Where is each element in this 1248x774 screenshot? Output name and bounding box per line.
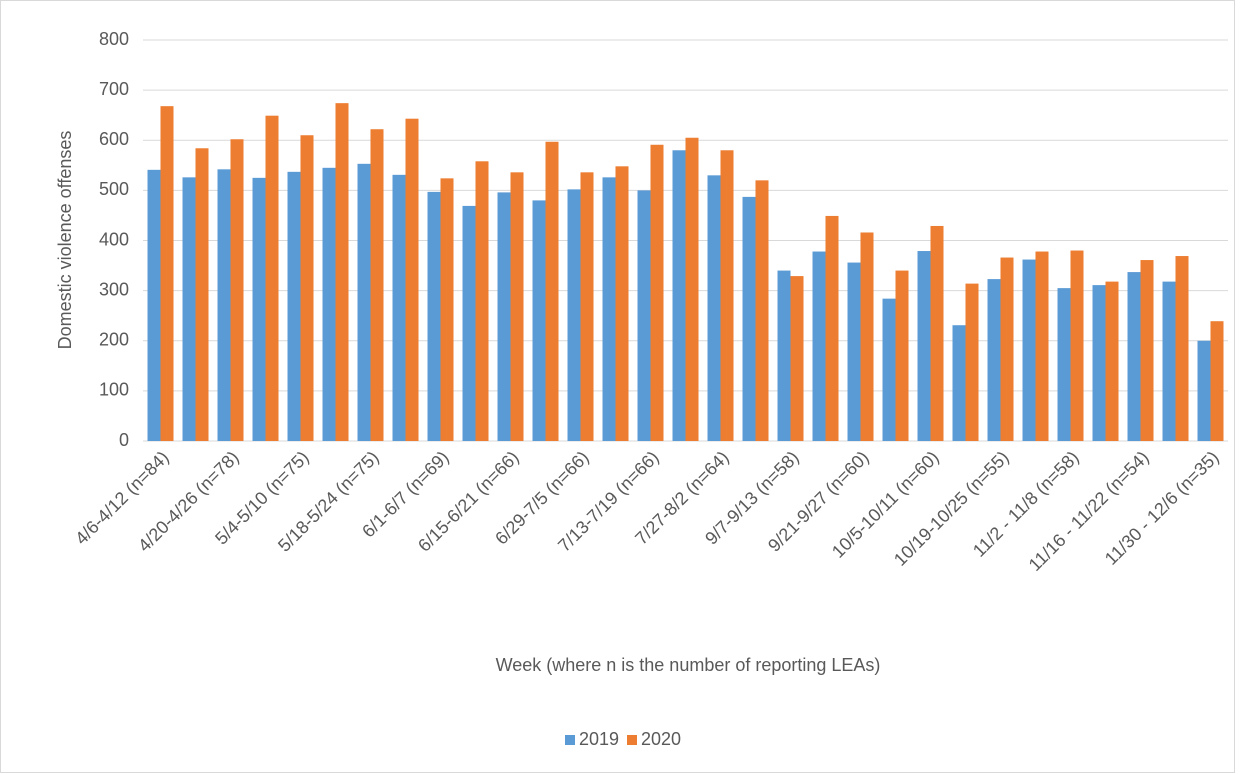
- bar: [1197, 340, 1211, 441]
- bar: [847, 262, 861, 441]
- bar: [720, 150, 734, 441]
- x-axis-title: Week (where n is the number of reporting…: [496, 655, 881, 675]
- bar: [230, 139, 244, 441]
- bar: [462, 205, 476, 441]
- legend-swatch: [627, 735, 637, 745]
- bar: [427, 191, 441, 441]
- bar: [637, 190, 651, 441]
- bar: [742, 196, 756, 441]
- bar: [602, 177, 616, 441]
- bar: [1210, 321, 1224, 441]
- bar: [335, 103, 349, 441]
- bar: [497, 192, 511, 441]
- bar: [1057, 288, 1071, 441]
- bar: [182, 177, 196, 441]
- bar: [370, 129, 384, 441]
- y-tick-label: 400: [99, 229, 129, 249]
- bar: [147, 169, 161, 442]
- y-tick-label: 700: [99, 79, 129, 99]
- bar: [440, 178, 454, 441]
- bar: [357, 163, 371, 441]
- bar: [615, 166, 629, 441]
- bar: [812, 251, 826, 441]
- legend-swatch: [565, 735, 575, 745]
- bar: [545, 141, 559, 441]
- bar: [567, 189, 581, 441]
- y-tick-label: 200: [99, 330, 129, 350]
- bar: [952, 325, 966, 441]
- bar: [1127, 272, 1141, 441]
- bar: [1022, 259, 1036, 441]
- bar: [685, 137, 699, 441]
- bar: [860, 232, 874, 441]
- bar: [1162, 281, 1176, 441]
- bar: [287, 171, 301, 442]
- y-axis-title: Domestic violence offenses: [55, 131, 75, 350]
- y-tick-label: 800: [99, 29, 129, 49]
- bar: [532, 200, 546, 441]
- bar: [672, 150, 686, 441]
- y-tick-label: 100: [99, 380, 129, 400]
- bar: [405, 118, 419, 441]
- y-tick-label: 0: [119, 430, 129, 450]
- legend-label: 2020: [641, 729, 681, 749]
- bar: [650, 144, 664, 442]
- bar: [392, 174, 406, 441]
- bar: [777, 270, 791, 441]
- y-tick-label: 300: [99, 279, 129, 299]
- bar: [217, 169, 231, 441]
- bar: [790, 276, 804, 441]
- bar: [965, 283, 979, 441]
- bar: [475, 161, 489, 442]
- bar: [510, 172, 524, 441]
- bar: [825, 215, 839, 441]
- bar: [300, 135, 314, 442]
- y-tick-label: 500: [99, 179, 129, 199]
- bar: [895, 270, 909, 441]
- bar: [580, 172, 594, 441]
- bar: [707, 175, 721, 441]
- bar: [917, 251, 931, 441]
- legend-label: 2019: [579, 729, 619, 749]
- bar: [265, 115, 279, 441]
- bar: [160, 106, 174, 441]
- bar: [252, 177, 266, 441]
- bar: [930, 225, 944, 441]
- bar: [1140, 260, 1154, 441]
- y-tick-label: 600: [99, 129, 129, 149]
- bar: [322, 167, 336, 441]
- bar: [1092, 285, 1106, 441]
- bar: [755, 180, 769, 441]
- bar: [1175, 256, 1189, 441]
- bar: [1105, 281, 1119, 441]
- bar: [1035, 251, 1049, 441]
- bar: [882, 298, 896, 441]
- bar: [1000, 257, 1014, 441]
- bar: [1070, 250, 1084, 441]
- bar: [987, 279, 1001, 441]
- bar: [195, 148, 209, 441]
